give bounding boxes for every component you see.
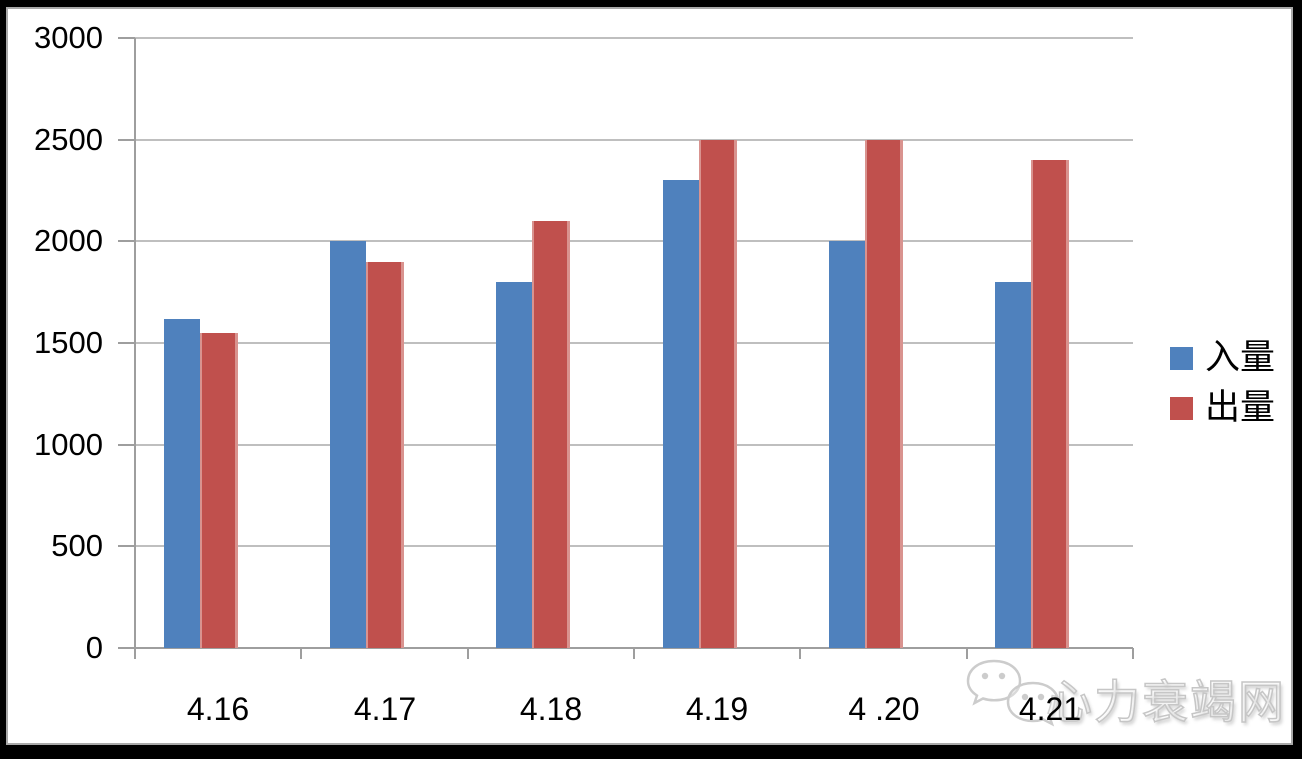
x-tick bbox=[467, 648, 469, 659]
x-tick bbox=[799, 648, 801, 659]
y-tick bbox=[118, 139, 135, 141]
gridline bbox=[135, 342, 1133, 344]
intake-bar-4 .20 bbox=[829, 241, 865, 648]
x-axis-label: 4.21 bbox=[1018, 691, 1082, 727]
y-tick bbox=[118, 240, 135, 242]
y-axis-label: 1000 bbox=[34, 427, 103, 462]
x-axis-label: 4.17 bbox=[353, 691, 417, 727]
intake-bar-4.19 bbox=[663, 180, 699, 648]
y-tick bbox=[118, 342, 135, 344]
x-tick bbox=[300, 648, 302, 659]
legend-swatch bbox=[1170, 346, 1193, 370]
y-axis-label: 2000 bbox=[34, 223, 103, 258]
y-tick bbox=[118, 647, 135, 649]
y-axis-label: 0 bbox=[85, 630, 103, 665]
gridline bbox=[135, 444, 1133, 446]
legend-swatch bbox=[1170, 396, 1193, 420]
x-tick bbox=[1132, 648, 1134, 659]
gridline bbox=[135, 139, 1133, 141]
y-tick bbox=[118, 444, 135, 446]
y-axis-line bbox=[134, 38, 136, 659]
y-axis-label: 3000 bbox=[34, 20, 103, 55]
output-bar-4.21 bbox=[1031, 160, 1069, 648]
legend-item-intake: 入量 bbox=[1170, 340, 1275, 376]
intake-bar-4.21 bbox=[995, 282, 1031, 648]
legend-label: 出量 bbox=[1205, 388, 1276, 427]
wechat-logo-icon bbox=[966, 659, 1060, 727]
output-bar-4.18 bbox=[532, 221, 570, 648]
gridline bbox=[135, 240, 1133, 242]
output-bar-4.16 bbox=[200, 333, 238, 648]
x-axis-label: 4.16 bbox=[186, 691, 250, 727]
y-tick bbox=[118, 37, 135, 39]
chart-canvas: 0 500 1000 1500 2000 2500 3000 4.16 4.17 4.18 4.1… bbox=[6, 7, 1293, 745]
y-tick bbox=[118, 545, 135, 547]
legend-label: 入量 bbox=[1205, 338, 1276, 377]
watermark-text: 心力衰竭网 bbox=[1045, 675, 1286, 729]
y-axis-label: 2500 bbox=[34, 122, 103, 157]
y-axis-label: 1500 bbox=[34, 325, 103, 360]
x-tick bbox=[633, 648, 635, 659]
gridline bbox=[135, 37, 1133, 39]
x-tick bbox=[966, 648, 968, 659]
output-bar-4.17 bbox=[366, 262, 404, 648]
intake-bar-4.17 bbox=[330, 241, 366, 648]
intake-bar-4.16 bbox=[164, 319, 200, 648]
x-tick bbox=[134, 648, 136, 659]
output-bar-4.19 bbox=[699, 140, 737, 648]
gridline bbox=[135, 545, 1133, 547]
watermark: 心力衰竭网 bbox=[964, 657, 1286, 741]
legend-item-output: 出量 bbox=[1170, 390, 1275, 426]
x-axis-label: 4 .20 bbox=[848, 691, 920, 727]
x-axis-label: 4.18 bbox=[519, 691, 583, 727]
x-axis-label: 4.19 bbox=[685, 691, 749, 727]
y-axis-label: 500 bbox=[51, 528, 103, 563]
output-bar-4 .20 bbox=[865, 140, 903, 648]
intake-bar-4.18 bbox=[496, 282, 532, 648]
